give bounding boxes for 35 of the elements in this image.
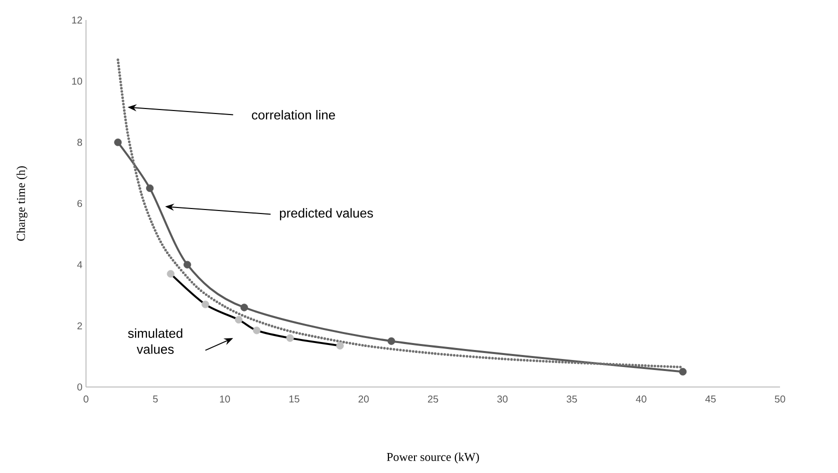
- x-tick-label: 35: [566, 396, 577, 403]
- x-tick-label: 15: [289, 396, 300, 402]
- annotation: predicted values: [280, 208, 373, 220]
- x-tick-label: 0: [84, 396, 88, 403]
- x-tick-label: 45: [705, 396, 716, 402]
- x-tick-label: 40: [636, 396, 646, 403]
- y-tick-label: 8: [77, 138, 82, 146]
- point: [286, 334, 294, 342]
- point: [388, 337, 396, 345]
- annotation: simulated values: [128, 328, 182, 354]
- point: [146, 184, 154, 192]
- x-tick-label: 20: [358, 396, 369, 403]
- y-tick-label: 12: [72, 16, 82, 24]
- point: [114, 138, 122, 146]
- point: [166, 270, 174, 278]
- point: [202, 300, 210, 308]
- y-tick-label: 4: [77, 261, 82, 268]
- point: [240, 304, 248, 312]
- y-tick-label: 0: [77, 383, 82, 391]
- y-tick-label: 10: [72, 78, 82, 85]
- point: [234, 316, 242, 324]
- x-tick-label: 25: [428, 396, 438, 403]
- y-axis-title: Charge time (h): [16, 166, 28, 241]
- point: [679, 368, 687, 376]
- x-axis-title: Power source (kW): [386, 452, 479, 464]
- point: [336, 342, 344, 350]
- point: [252, 326, 261, 334]
- x-tick-label: 10: [220, 396, 230, 403]
- x-tick-label: 30: [497, 396, 508, 403]
- annotation: correlation line: [252, 110, 335, 120]
- x-tick-label: 50: [774, 396, 786, 403]
- point: [184, 260, 192, 268]
- y-tick-label: 6: [77, 200, 82, 208]
- y-tick-label: 2: [77, 322, 82, 330]
- x-tick-label: 5: [153, 396, 158, 402]
